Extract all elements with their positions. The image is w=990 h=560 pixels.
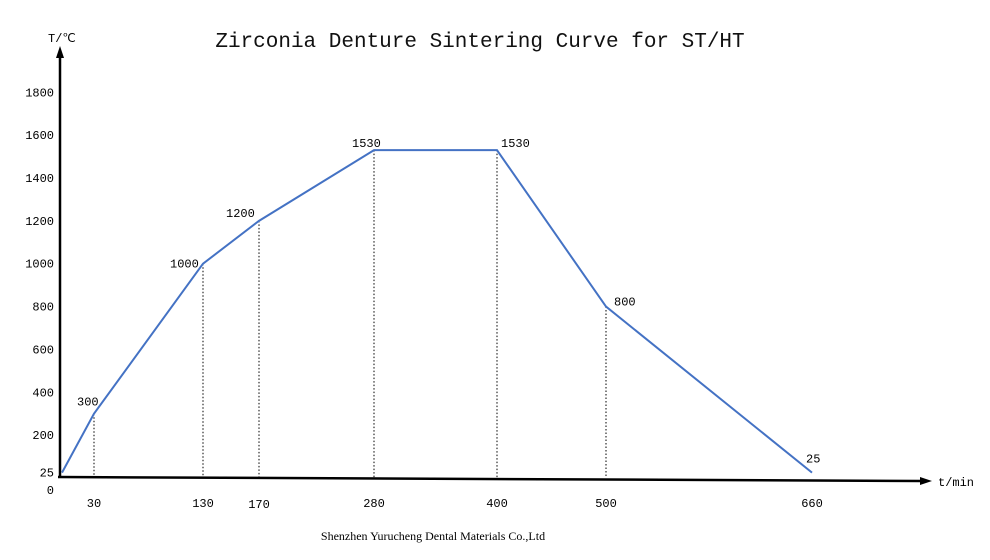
y-axis-label: T/℃ <box>48 32 76 46</box>
y-tick-label: 1000 <box>25 258 54 272</box>
y-tick-label: 1200 <box>25 215 54 229</box>
x-axis-arrow <box>920 477 932 485</box>
y-tick-label: 600 <box>32 343 54 357</box>
footer-company: Shenzhen Yurucheng Dental Materials Co.,… <box>321 529 545 543</box>
data-label: 1000 <box>170 258 199 272</box>
y-tick-label: 1800 <box>25 86 54 100</box>
data-label: 300 <box>77 396 99 410</box>
y-axis-arrow <box>56 46 64 58</box>
x-tick-label: 660 <box>801 497 823 511</box>
y-tick-label: 25 <box>40 467 54 481</box>
x-tick-label: 130 <box>192 497 214 511</box>
y-tick-label: 400 <box>32 386 54 400</box>
y-tick-label: 0 <box>47 484 54 498</box>
data-label: 1530 <box>501 137 530 151</box>
y-tick-label: 1600 <box>25 129 54 143</box>
x-tick-label: 500 <box>595 497 617 511</box>
x-tick-label: 400 <box>486 497 508 511</box>
x-axis <box>57 475 923 483</box>
x-tick-label: 280 <box>363 497 385 511</box>
x-tick-label: 30 <box>87 497 101 511</box>
data-label: 1530 <box>352 137 381 151</box>
y-tick-label: 1400 <box>25 172 54 186</box>
x-tick-label: 170 <box>248 498 270 512</box>
data-label: 1200 <box>226 207 255 221</box>
sintering-curve <box>61 149 813 474</box>
data-label: 25 <box>806 453 820 467</box>
y-tick-label: 800 <box>32 301 54 315</box>
y-tick-label: 200 <box>32 429 54 443</box>
data-label: 800 <box>614 296 636 310</box>
chart-title: Zirconia Denture Sintering Curve for ST/… <box>215 31 744 54</box>
x-axis-label: t/min <box>938 476 974 490</box>
